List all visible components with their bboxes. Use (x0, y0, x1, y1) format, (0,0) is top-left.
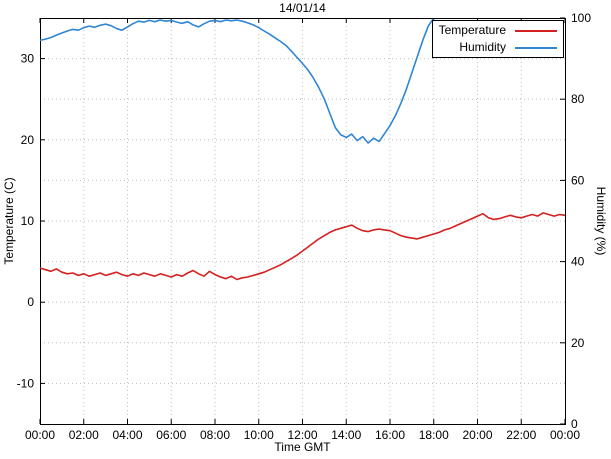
plot-border (40, 18, 566, 425)
tick-label: 00:00 (550, 428, 580, 442)
tick-label: 14:00 (331, 428, 361, 442)
x-axis-label: Time GMT (274, 440, 331, 454)
tick-label: 16:00 (375, 428, 405, 442)
tick-label: 40 (571, 255, 585, 269)
tick-label: 10 (21, 214, 35, 228)
tick-label: 20 (21, 133, 35, 147)
humidity-line-sample (515, 46, 557, 49)
chart-title: 14/01/14 (279, 1, 326, 15)
tick-label: 0 (571, 417, 578, 431)
humidity-line (40, 19, 435, 144)
tick-label: -10 (17, 376, 35, 390)
tick-label: 60 (571, 173, 585, 187)
tick-label: 02:00 (69, 428, 99, 442)
tick-label: 30 (21, 52, 35, 66)
tick-label: 22:00 (506, 428, 536, 442)
tick-label: 20:00 (462, 428, 492, 442)
tick-label: 04:00 (112, 428, 142, 442)
legend-entry-humidity: Humidity (439, 41, 557, 54)
tick-label: 00:00 (25, 428, 55, 442)
tick-label: 08:00 (200, 428, 230, 442)
tick-label: 20 (571, 336, 585, 350)
tick-label: 0 (27, 295, 34, 309)
tick-label: 80 (571, 92, 585, 106)
temperature-line (40, 212, 565, 281)
tick-label: 10:00 (244, 428, 274, 442)
legend-label-temperature: Temperature (438, 23, 506, 37)
legend: Temperature Humidity (431, 20, 564, 58)
temperature-line-sample (515, 29, 557, 32)
tick-label: 18:00 (419, 428, 449, 442)
tick-label: 100 (571, 11, 591, 25)
legend-entry-temperature: Temperature (439, 24, 557, 37)
legend-label-humidity: Humidity (459, 40, 506, 54)
tick-label: 12:00 (287, 428, 317, 442)
tick-label: 06:00 (156, 428, 186, 442)
